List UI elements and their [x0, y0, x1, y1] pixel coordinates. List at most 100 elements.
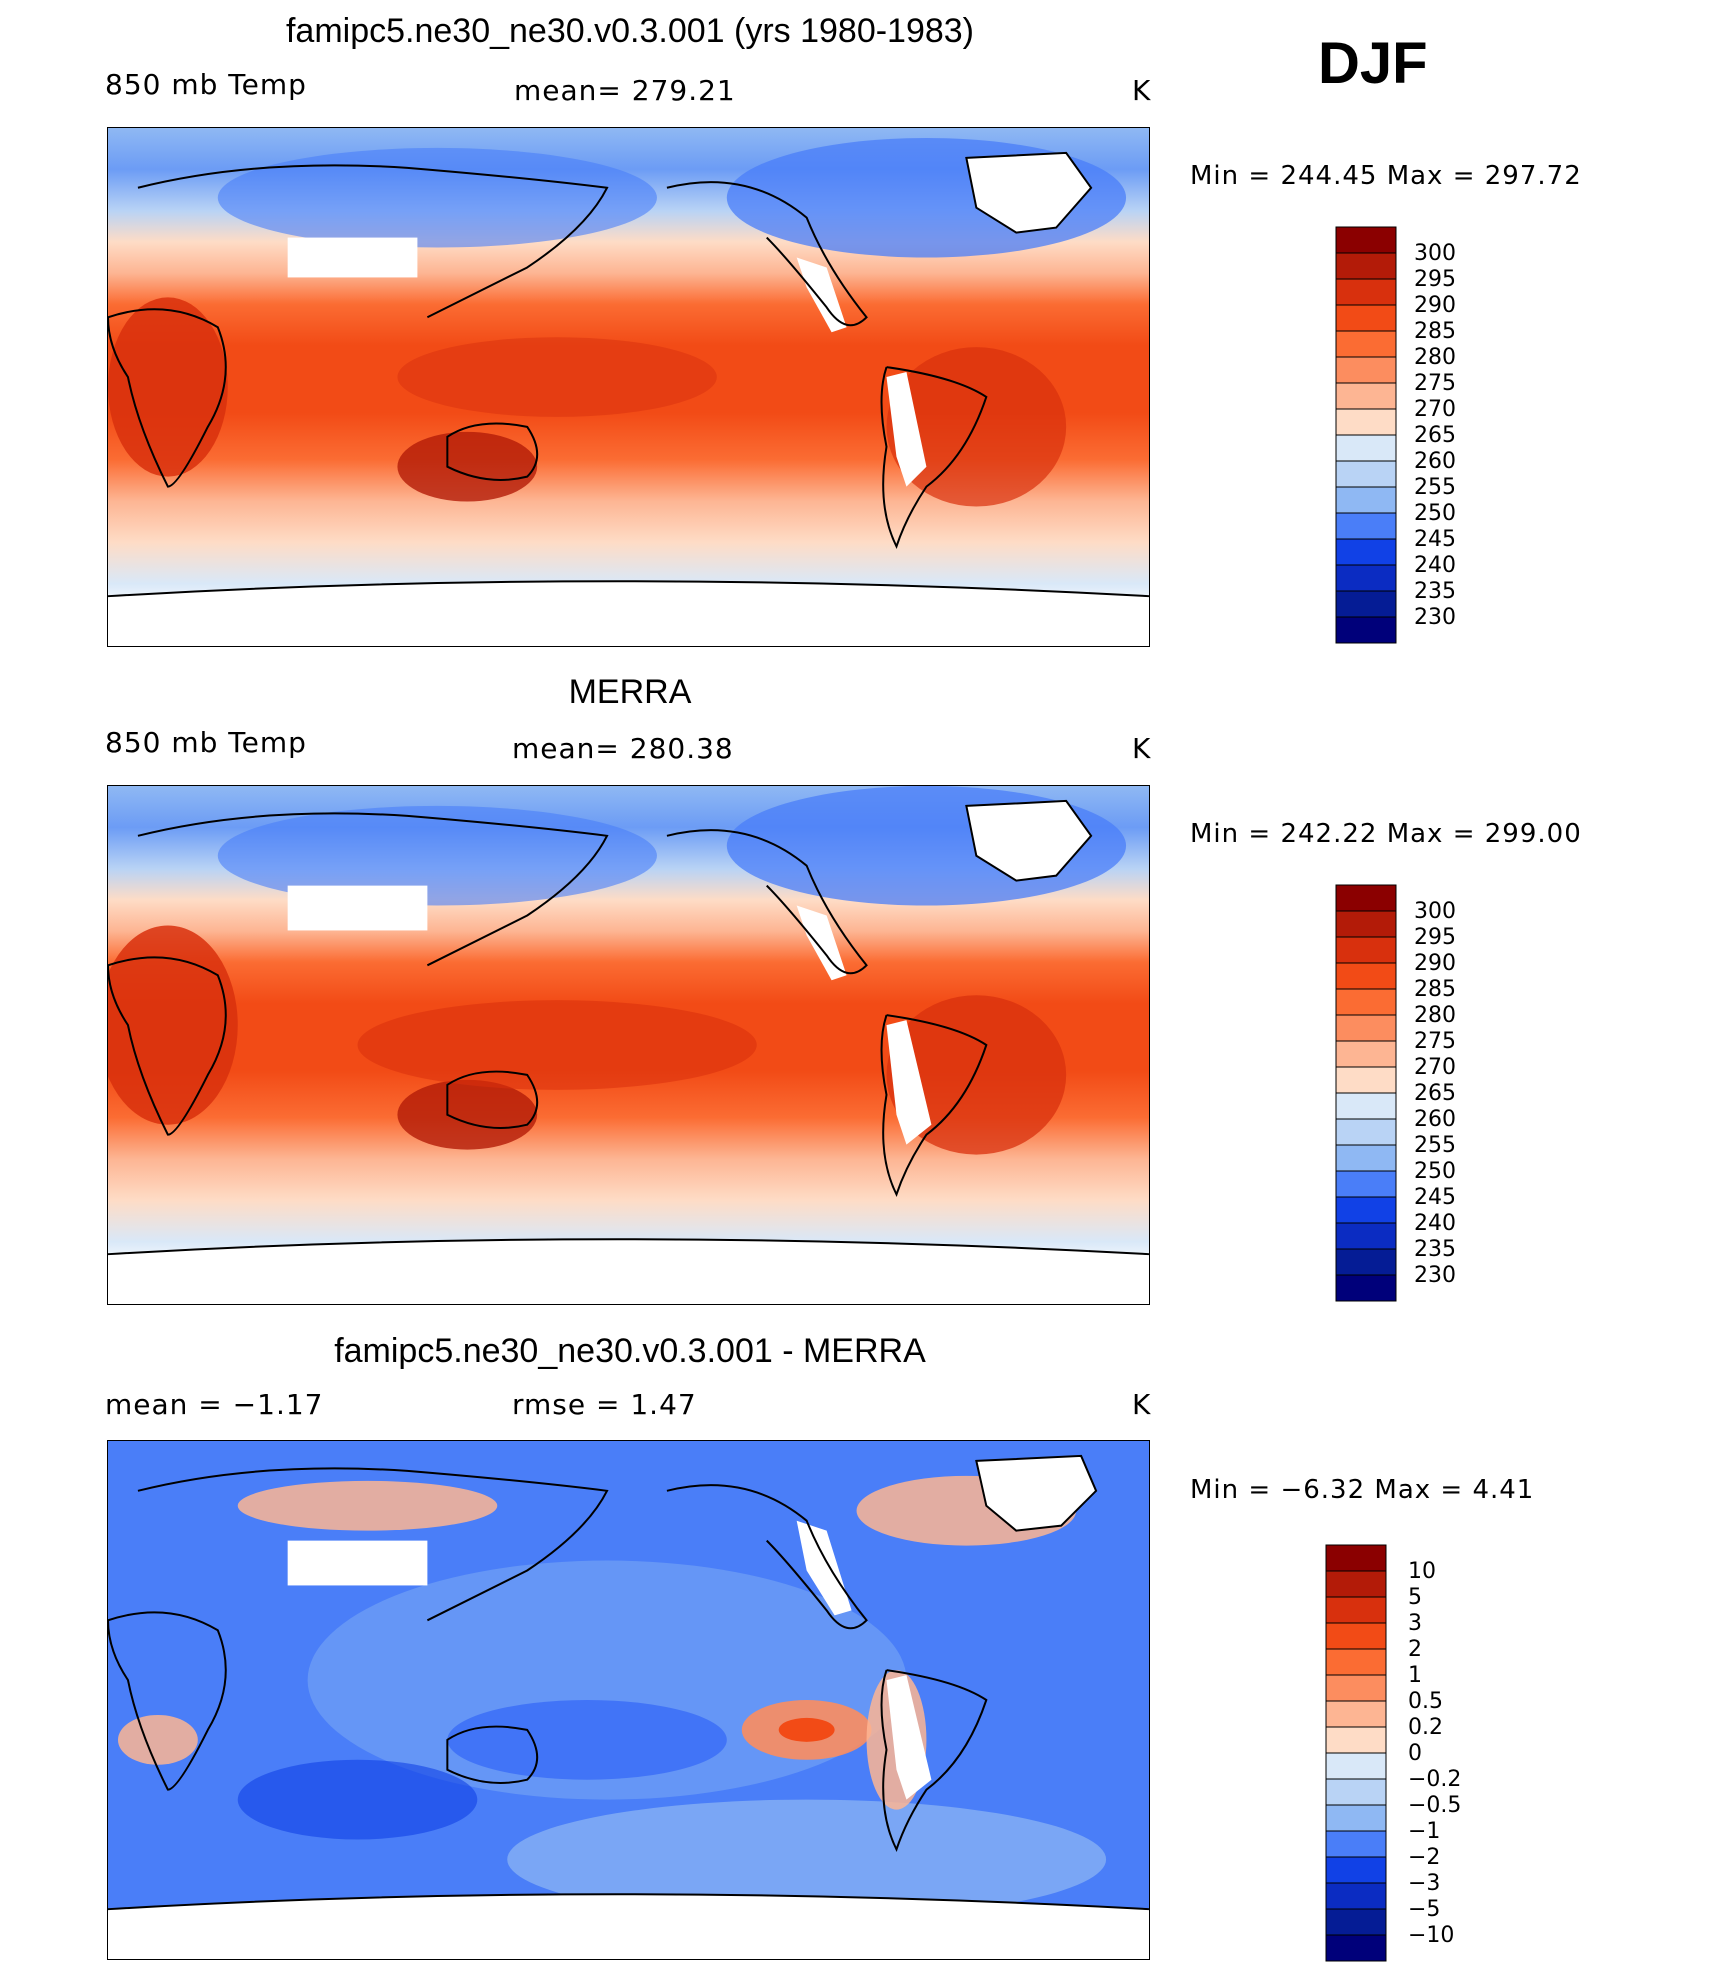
panel1-coastlines — [108, 151, 1149, 598]
panel3-cb-tick: −10 — [1408, 1923, 1455, 1948]
panel3-cb-tick: 0.2 — [1408, 1715, 1443, 1740]
panel1-cb-tick: 250 — [1414, 501, 1456, 526]
panel3-units-label: K — [1132, 1388, 1152, 1421]
panel2-cb-tick: 290 — [1414, 951, 1456, 976]
panel3-colorbar: 10 5 3 2 1 0.5 0.2 0 −0.2 −0.5 −1 −2 −3 … — [1325, 1544, 1466, 1966]
panel2-cb-tick: 265 — [1414, 1081, 1456, 1106]
panel1-southamerica-warm — [886, 347, 1067, 507]
panel1-africa-warm — [108, 297, 228, 477]
panel2-australia-warm — [397, 1079, 538, 1150]
panel3-map — [107, 1440, 1150, 1960]
panel1-cb-tick: 260 — [1414, 449, 1456, 474]
panel1-rockies-mask — [796, 257, 847, 333]
panel2-andes-mask — [886, 1020, 932, 1145]
panel3-andes-mask — [886, 1675, 932, 1800]
panel2-cb-tick: 235 — [1414, 1237, 1456, 1262]
panel2-cb-tick: 260 — [1414, 1107, 1456, 1132]
panel1-pacific-warm — [397, 337, 717, 417]
panel3-tibet-mask — [287, 1540, 428, 1586]
panel2-cb-tick: 255 — [1414, 1133, 1456, 1158]
panel2-cb-tick: 280 — [1414, 1003, 1456, 1028]
panel1-cb-tick: 255 — [1414, 475, 1456, 500]
panel2-mean-label: mean= 280.38 — [512, 732, 734, 765]
panel1-colorbar: 300 295 290 285 280 275 270 265 260 255 … — [1335, 226, 1466, 648]
panel3-indian-ocean-cold — [237, 1759, 478, 1840]
panel1-australia-warm — [397, 431, 538, 502]
panel1-cb-tick: 290 — [1414, 293, 1456, 318]
panel2-siberia-cold — [217, 805, 657, 906]
panel2-cb-tick: 240 — [1414, 1211, 1456, 1236]
panel3-pacific-warm-core — [778, 1717, 835, 1742]
panel3-cb-tick: −5 — [1408, 1897, 1441, 1922]
panel3-cb-tick: 10 — [1408, 1559, 1436, 1584]
panel2-cb-tick: 230 — [1414, 1263, 1456, 1288]
panel3-cb-tick: −0.2 — [1408, 1767, 1462, 1792]
panel3-pacific-cold — [447, 1700, 727, 1780]
panel3-cb-tick: 2 — [1408, 1637, 1422, 1662]
panel2-cb-tick: 245 — [1414, 1185, 1456, 1210]
panel3-antarctica-mask — [108, 1894, 1149, 1959]
panel1-cb-tick: 295 — [1414, 267, 1456, 292]
panel1-variable-label: 850 mb Temp — [105, 68, 307, 101]
panel2-cb-tick: 295 — [1414, 925, 1456, 950]
panel2-rockies-mask — [796, 905, 847, 981]
panel2-pacific-warm — [357, 1000, 757, 1090]
panel3-cb-tick: 0.5 — [1408, 1689, 1443, 1714]
panel2-variable-label: 850 mb Temp — [105, 726, 307, 759]
panel3-cb-tick: −1 — [1408, 1819, 1441, 1844]
panel3-rmse-label: rmse = 1.47 — [512, 1388, 697, 1421]
panel2-antarctica-mask — [108, 1239, 1149, 1304]
panel2-africa-warm — [108, 925, 238, 1125]
panel2-map — [107, 785, 1150, 1305]
panel3-cb-tick: −2 — [1408, 1845, 1441, 1870]
panel3-minmax-label: Min = −6.32 Max = 4.41 — [1190, 1475, 1535, 1505]
panel3-rockies-mask — [796, 1520, 852, 1616]
panel3-mean-label: mean = −1.17 — [105, 1388, 324, 1421]
panel1-antarctica-mask — [108, 581, 1149, 646]
panel3-southern-ocean — [507, 1799, 1107, 1920]
panel1-cb-tick: 280 — [1414, 345, 1456, 370]
panel2-minmax-label: Min = 242.22 Max = 299.00 — [1190, 819, 1582, 849]
panel2-title: MERRA — [568, 673, 692, 711]
panel2-colorbar: 300 295 290 285 280 275 270 265 260 255 … — [1335, 884, 1466, 1306]
panel1-andes-mask — [886, 372, 927, 487]
panel1-cb-tick: 275 — [1414, 371, 1456, 396]
panel3-coastlines — [108, 1454, 1149, 1911]
panel3-cb-tick: 1 — [1408, 1663, 1422, 1688]
panel3-cb-tick: −3 — [1408, 1871, 1441, 1896]
panel2-tibet-mask — [287, 885, 428, 931]
panel2-cb-tick: 275 — [1414, 1029, 1456, 1054]
panel1-minmax-label: Min = 244.45 Max = 297.72 — [1190, 161, 1582, 191]
panel1-greenland-mask — [966, 152, 1092, 233]
panel1-mean-label: mean= 279.21 — [514, 74, 736, 107]
panel1-units-label: K — [1132, 74, 1152, 107]
panel1-cb-tick: 245 — [1414, 527, 1456, 552]
panel1-cb-tick: 240 — [1414, 553, 1456, 578]
panel2-greenland-mask — [966, 800, 1092, 881]
panel3-title: famipc5.ne30_ne30.v0.3.001 - MERRA — [334, 1332, 926, 1370]
panel2-coastlines — [108, 799, 1149, 1256]
panel1-cb-tick: 235 — [1414, 579, 1456, 604]
panel3-cb-tick: −0.5 — [1408, 1793, 1462, 1818]
panel2-units-label: K — [1132, 732, 1152, 765]
season-label: DJF — [1318, 31, 1428, 96]
panel2-cb-tick: 250 — [1414, 1159, 1456, 1184]
panel1-cb-tick: 300 — [1414, 241, 1456, 266]
panel1-map — [107, 127, 1150, 647]
panel1-cb-tick: 230 — [1414, 605, 1456, 630]
panel3-cb-tick: 0 — [1408, 1741, 1422, 1766]
panel3-siberia-warm-anomaly — [237, 1480, 498, 1531]
panel2-southamerica-warm — [886, 995, 1067, 1155]
panel1-tibet-mask — [287, 237, 418, 278]
panel3-africa-warm-anomaly — [117, 1714, 198, 1765]
panel1-title: famipc5.ne30_ne30.v0.3.001 (yrs 1980-198… — [285, 12, 975, 50]
panel2-cb-tick: 300 — [1414, 899, 1456, 924]
panel1-siberia-cold — [217, 147, 657, 248]
panel3-cb-tick: 3 — [1408, 1611, 1422, 1636]
panel3-greenland-mask — [976, 1455, 1097, 1531]
panel2-cb-tick: 270 — [1414, 1055, 1456, 1080]
panel1-cb-tick: 270 — [1414, 397, 1456, 422]
panel2-cb-tick: 285 — [1414, 977, 1456, 1002]
panel1-cb-tick: 285 — [1414, 319, 1456, 344]
panel3-cb-tick: 5 — [1408, 1585, 1422, 1610]
